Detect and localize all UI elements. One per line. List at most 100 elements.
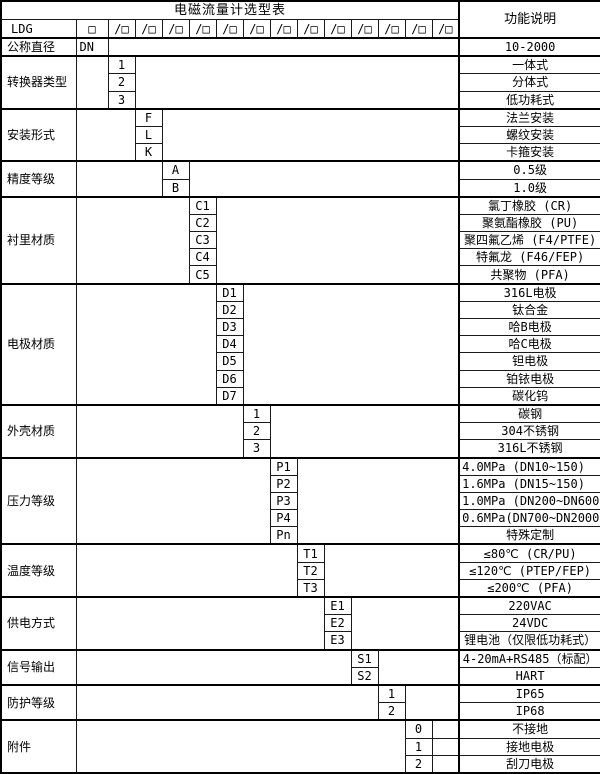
model-code-slot: /□	[404, 19, 433, 39]
table-row: 精度等级 A 0.5级	[0, 160, 600, 198]
option-description: 1.0级	[458, 178, 600, 198]
option-code: C4	[188, 248, 217, 267]
option-description: 特殊定制	[458, 526, 600, 545]
option-code: P3	[269, 491, 298, 511]
category-label: 防护等级	[0, 683, 77, 721]
empty-span	[215, 195, 460, 285]
category-label: 压力等级	[0, 456, 77, 545]
model-code-slot: /□	[107, 19, 136, 39]
empty-span	[323, 543, 460, 598]
empty-span	[242, 282, 460, 406]
table-row: C4 特氟龙 (F46/FEP)	[1, 248, 600, 267]
option-code: 1	[377, 683, 406, 704]
table-row: 衬里材质 C1 氯丁橡胶 (CR)	[0, 195, 600, 285]
option-description: IP65	[458, 683, 600, 704]
empty-span	[269, 403, 460, 458]
empty-span	[75, 195, 190, 285]
option-code: T1	[296, 543, 325, 563]
option-description: 低功耗式	[458, 90, 600, 110]
empty-span	[134, 55, 460, 110]
table-row: 电极材质 D1 316L电极	[0, 282, 600, 406]
empty-span	[75, 596, 325, 651]
empty-span	[75, 403, 244, 458]
option-code: D1	[215, 282, 244, 302]
option-description: 聚氨酯橡胶 (PU)	[458, 213, 600, 233]
option-description: 锂电池（仅限低功耗式）	[458, 631, 600, 651]
option-description: 316L不锈钢	[458, 439, 600, 458]
option-code: DN	[75, 36, 109, 57]
empty-span	[404, 683, 460, 721]
option-description: 220VAC	[458, 596, 600, 616]
option-code: D5	[215, 352, 244, 371]
option-code: B	[161, 178, 190, 198]
option-code: K	[134, 143, 163, 162]
model-code-row: LDG □ /□/□/□/□/□/□/□/□/□/□/□/□/□	[0, 19, 600, 39]
option-description: 碳化钨	[458, 386, 600, 406]
option-description: IP68	[458, 702, 600, 721]
table-row: C2 聚氨酯橡胶 (PU)	[1, 213, 600, 233]
option-description: 24VDC	[458, 614, 600, 633]
option-description: 钽电极	[458, 352, 600, 371]
option-code: D7	[215, 386, 244, 406]
option-code: C1	[188, 195, 217, 215]
option-description: ≤120℃ (PTEP/FEP)	[458, 561, 600, 580]
model-code-slot: /□	[269, 19, 298, 39]
option-description: 哈C电极	[458, 335, 600, 354]
category-label: 转换器类型	[0, 55, 77, 110]
table-row: L 螺纹安装	[1, 125, 600, 145]
option-description: 哈B电极	[458, 317, 600, 337]
empty-span	[75, 282, 217, 406]
option-description: 分体式	[458, 73, 600, 92]
category-label: 信号输出	[0, 648, 77, 686]
option-code: 1	[242, 403, 271, 424]
option-code: T2	[296, 561, 325, 580]
category-label: 电极材质	[0, 282, 77, 406]
model-code-slot: /□	[377, 19, 406, 39]
option-code: 1	[404, 737, 433, 756]
model-code-slot: /□	[296, 19, 325, 39]
empty-span	[75, 543, 298, 598]
option-code: P1	[269, 456, 298, 476]
category-label: 温度等级	[0, 543, 77, 598]
model-code-slot: /□	[323, 19, 352, 39]
option-code: E3	[323, 631, 352, 651]
option-description: 不接地	[458, 719, 600, 739]
option-code: T3	[296, 578, 325, 598]
table-row: D6 铂铱电极	[1, 369, 600, 388]
empty-span	[188, 160, 460, 198]
option-code: D2	[215, 300, 244, 320]
empty-span	[75, 648, 352, 686]
option-description: 4-20mA+RS485（标配）	[458, 648, 600, 668]
model-code-slot: /□	[350, 19, 379, 39]
option-code: D3	[215, 317, 244, 337]
option-description: 聚四氟乙烯 (F4/PTFE)	[458, 231, 600, 250]
model-code-slot: /□	[188, 19, 217, 39]
function-column-header: 功能说明	[458, 0, 600, 39]
option-description: 铂铱电极	[458, 369, 600, 388]
table-row: 2 分体式	[1, 73, 600, 92]
option-code: C5	[188, 265, 217, 285]
option-code: S2	[350, 666, 379, 686]
option-description: 10-2000	[458, 36, 600, 57]
table-row: 3 低功耗式	[1, 90, 600, 110]
table-row: P4 0.6MPa(DN700~DN2000)	[1, 509, 600, 528]
table-row: 附件 0 不接地	[0, 719, 600, 774]
model-code-slot: /□	[431, 19, 460, 39]
option-code: E1	[323, 596, 352, 616]
option-code: 3	[242, 439, 271, 458]
model-code-slot: /□	[242, 19, 271, 39]
table-row: P2 1.6MPa (DN15~150)	[1, 474, 600, 493]
table-row: 安装形式 F 法兰安装	[0, 107, 600, 162]
option-code: 3	[107, 90, 136, 110]
empty-span	[75, 719, 406, 774]
table-row: 信号输出 S1 4-20mA+RS485（标配）	[0, 648, 600, 686]
table-row: 外壳材质 1 碳钢	[0, 403, 600, 458]
option-description: 1.0MPa (DN200~DN600)	[458, 491, 600, 511]
option-code: 2	[107, 73, 136, 92]
table-row: 温度等级 T1 ≤80℃ (CR/PU)	[0, 543, 600, 598]
option-description: ≤200℃ (PFA)	[458, 578, 600, 598]
option-code: P2	[269, 474, 298, 493]
option-description: 刮刀电极	[458, 754, 600, 774]
option-code: D6	[215, 369, 244, 388]
empty-span	[75, 160, 163, 198]
